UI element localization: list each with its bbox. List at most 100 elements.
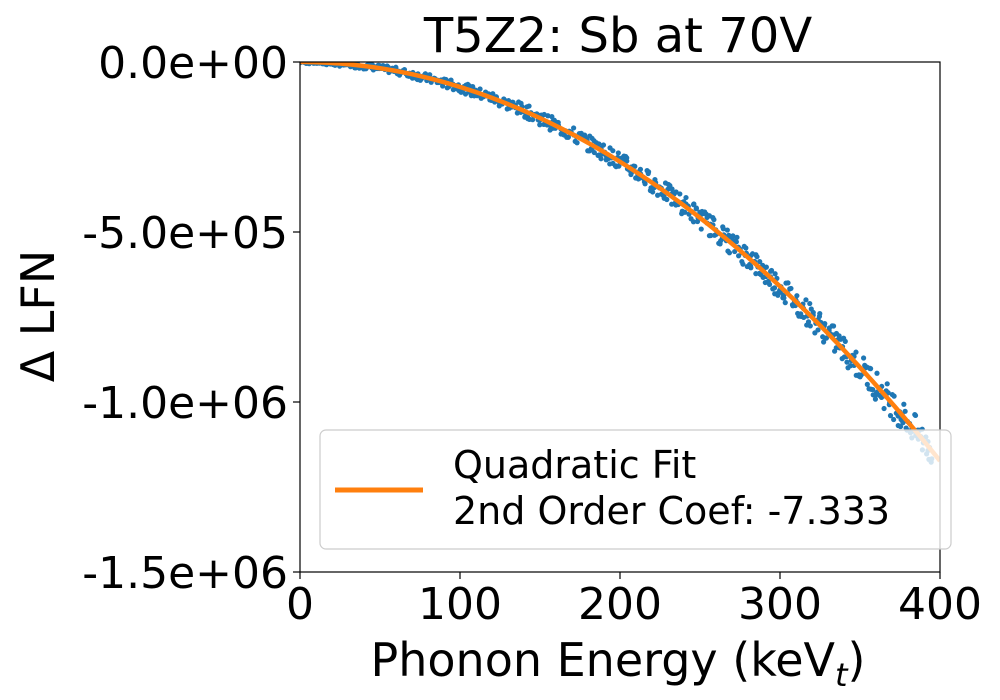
scatter-point [874,370,880,376]
x-axis-label-main: Phonon Energy (keV [371,633,836,687]
scatter-point [766,281,773,287]
scatter-point [891,393,897,399]
scatter-point [708,232,714,239]
scatter-point [771,285,778,291]
y-tick-label: -1.5e+06 [82,548,288,599]
scatter-point [803,297,809,303]
y-axis-label-group: Δ LFN [11,250,65,383]
scatter-point [743,245,749,251]
scatter-point [807,300,813,307]
scatter-point [598,156,604,162]
scatter-point [902,408,908,414]
scatter-point [683,194,689,201]
y-tick-label: -5.0e+05 [82,208,288,259]
scatter-point [763,264,769,270]
scatter-point [526,103,532,109]
scatter-point [615,150,621,156]
scatter-point [724,227,730,233]
scatter-point [901,401,907,407]
scatter-point [650,189,656,195]
legend-box [319,429,952,550]
x-tick-label: 300 [738,579,822,630]
scatter-point [853,349,859,355]
y-tick-label: -1.0e+06 [82,378,288,429]
scatter-point [545,113,551,119]
scatter-point [754,254,760,260]
scatter-point [624,158,630,164]
scatter-point [815,327,821,333]
scatter-point [830,323,837,329]
scatter-point [726,250,733,256]
scatter-point [730,233,736,239]
scatter-point [490,91,496,97]
scatter-point [690,219,697,225]
scatter-point [807,323,813,329]
scatter-point [610,148,616,154]
scatter-point [600,142,607,148]
scatter-point [798,311,804,317]
scatter-point [891,416,897,423]
scatter-point [736,253,742,259]
scatter-point [842,338,848,344]
scatter-point [565,134,571,140]
scatter-point [740,261,746,267]
scatter-point [470,83,476,90]
scatter-point [912,412,919,419]
x-axis-label-close: ) [848,633,866,687]
x-tick-label: 0 [286,579,314,630]
scatter-point [693,206,699,212]
legend-coef-label: 2nd Order Coef: -7.333 [453,489,890,533]
scatter-point [897,423,904,430]
scatter-point [591,149,597,156]
scatter-point [664,196,670,203]
scatter-point [881,405,887,412]
legend: Quadratic Fit 2nd Order Coef: -7.333 [319,429,952,550]
chart-title: T5Z2: Sb at 70V [423,8,812,64]
scatter-point [733,239,739,245]
scatter-point [864,381,870,387]
scatter-point [872,396,879,402]
scatter-point [448,77,454,83]
scatter-point [867,365,873,371]
scatter-point [748,263,754,269]
scatter-point [698,226,704,232]
x-tick-label: 100 [418,579,502,630]
scatter-point [810,309,816,316]
scatter-point [794,293,800,299]
fit-line [300,62,940,463]
scatter-point [691,201,697,207]
legend-fit-label: Quadratic Fit [453,443,696,487]
plot-area [300,62,940,465]
scatter-point [669,186,675,192]
x-axis-label-subscript: t [835,656,849,694]
data-layer [300,62,940,465]
scatter-point [720,226,726,232]
scatter-point [884,381,890,387]
scatter-point [537,122,543,128]
scatter-point [571,125,577,131]
axes-layer: 0 100 200 300 400 0.0e+00 -5.0e+05 -1.0e+06 -1.5… [82,38,982,630]
x-tick-label: 400 [898,579,982,630]
scatter-point [637,166,644,172]
scatter-point [844,359,850,365]
scatter-point [870,386,876,393]
y-tick-label: 0.0e+00 [98,38,288,89]
scatter-point [530,117,536,123]
scatter-point [732,248,738,255]
scatter-point [711,217,717,223]
x-tick-label: 200 [578,579,662,630]
scatter-point [477,86,483,92]
scatter-point [900,420,906,426]
scatter-point [816,313,823,319]
scatter-point [781,295,787,301]
scatter-point [861,355,867,361]
scatter-point [782,300,788,306]
scatter-point [669,201,675,207]
scatter-point [823,335,830,341]
scatter-point [440,83,446,89]
scatter-point [596,141,602,147]
scatter-point [805,319,812,325]
scatter-point [682,209,688,215]
scatter-point [677,191,683,197]
